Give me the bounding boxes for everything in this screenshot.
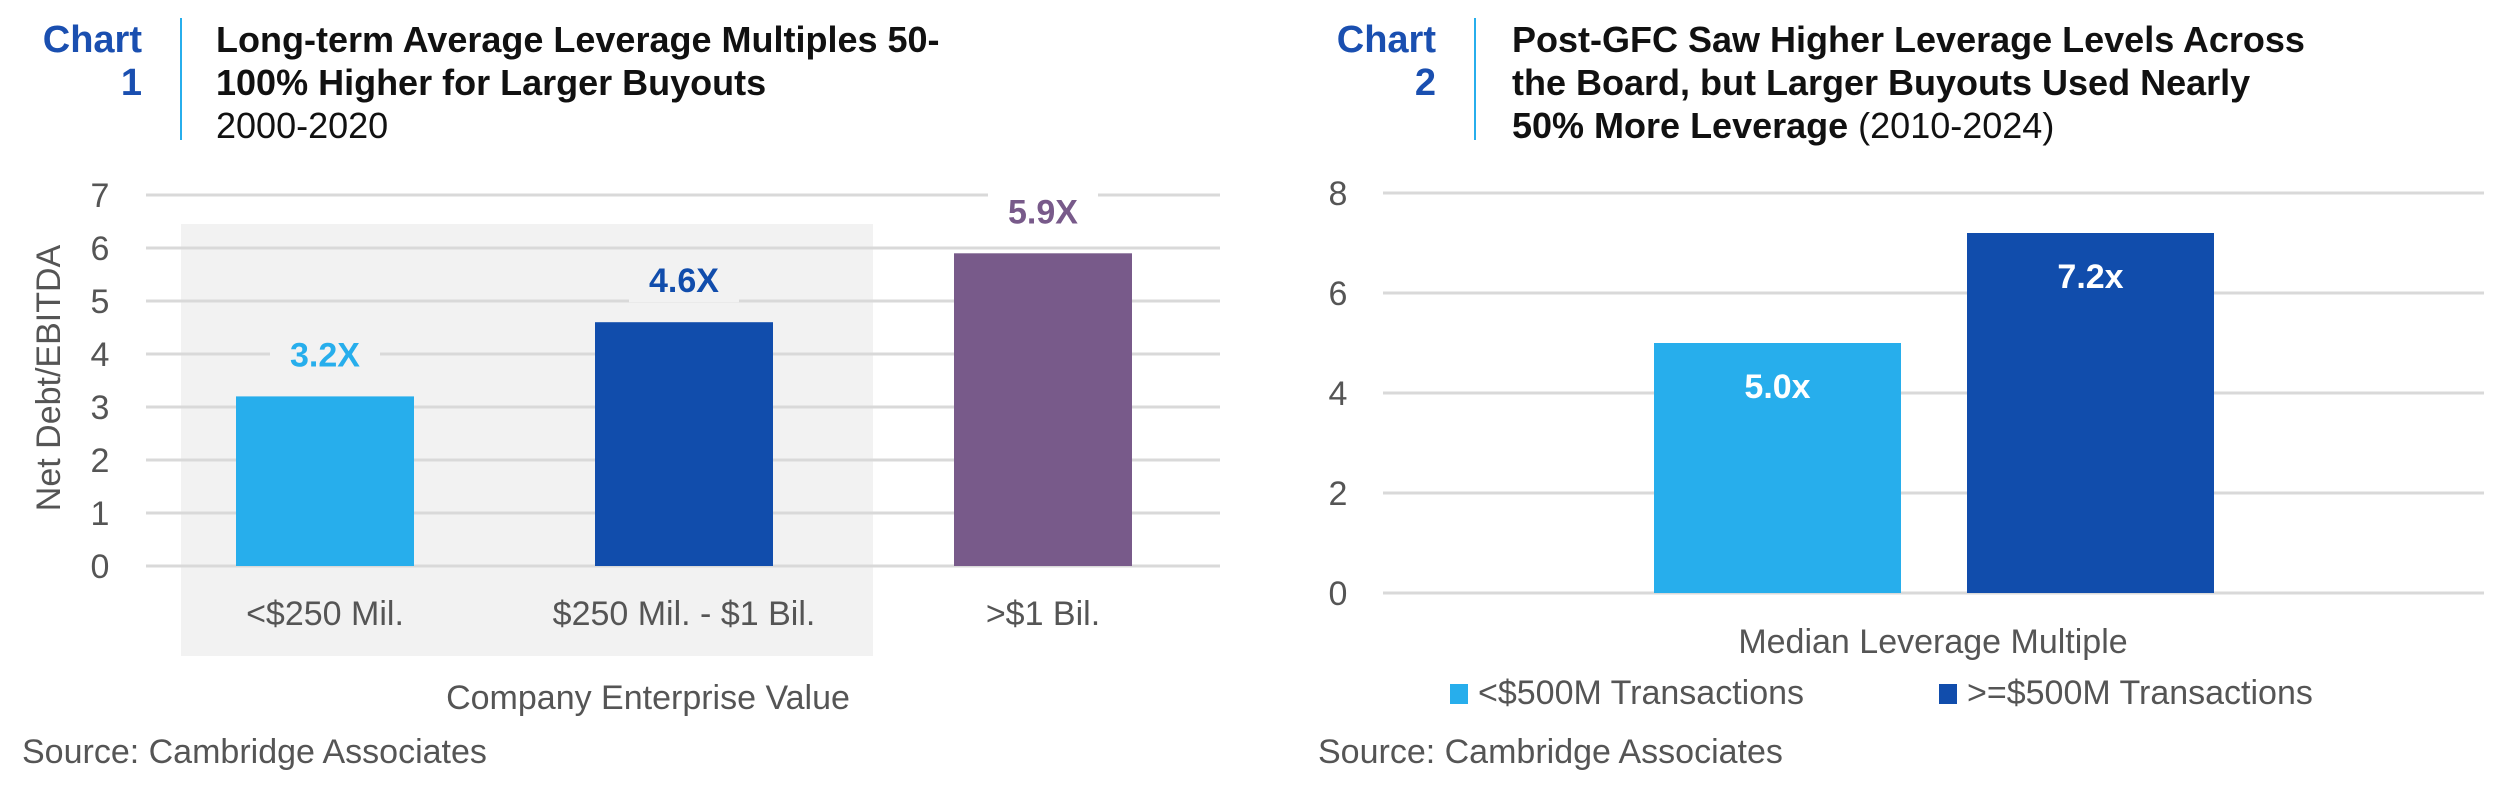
bar: [1967, 233, 2214, 593]
chart1-title-line1: Long-term Average Leverage Multiples 50-: [216, 19, 940, 60]
legend-swatch-small: [1450, 684, 1468, 704]
chart2-title-line3: 50% More Leverage (2010-2024): [1512, 105, 2054, 146]
y-tick-label: 3: [91, 389, 110, 427]
chart1-source: Source: Cambridge Associates: [22, 733, 487, 771]
chart1-number: 1: [121, 62, 142, 104]
legend-swatch-large: [1939, 684, 1957, 704]
chart1-x-axis-title: Company Enterprise Value: [446, 679, 850, 717]
chart2-title-line3-bold: 50% More Leverage: [1512, 105, 1848, 146]
legend-label-small: <$500M Transactions: [1478, 674, 1804, 712]
y-tick-label: 4: [1329, 375, 1348, 413]
chart2-subtitle: (2010-2024): [1858, 105, 2054, 146]
chart2-category-label: Median Leverage Multiple: [1738, 623, 2127, 661]
bar: [595, 322, 773, 566]
data-label: 5.0x: [1744, 368, 1810, 406]
y-tick-label: 6: [1329, 275, 1348, 313]
y-tick-label: 6: [91, 230, 110, 268]
data-label: 5.9X: [1008, 193, 1078, 231]
chart1-label: Chart: [43, 19, 143, 61]
y-tick-label: 0: [1329, 575, 1348, 613]
chart2-source: Source: Cambridge Associates: [1318, 733, 1783, 771]
y-tick-label: 7: [91, 177, 110, 215]
chart1-y-axis-title: Net Debt/EBITDA: [30, 244, 68, 511]
chart2-legend: <$500M Transactions >=$500M Transactions: [1450, 674, 2313, 712]
chart1-subtitle: 2000-2020: [216, 105, 388, 146]
y-tick-label: 2: [1329, 475, 1348, 513]
chart2-plot: 0 2 4 6 8 5.0x 7.2x: [1329, 175, 2484, 613]
data-label: 7.2x: [2057, 258, 2123, 296]
chart2-number: 2: [1415, 62, 1436, 104]
data-label-bg: [988, 193, 1098, 234]
x-tick-label: >$1 Bil.: [986, 595, 1100, 633]
data-label-bg: [629, 262, 739, 303]
chart1-header: Chart 1 Long-term Average Leverage Multi…: [43, 18, 940, 146]
y-tick-label: 2: [91, 442, 110, 480]
chart2-title-line2: the Board, but Larger Buyouts Used Nearl…: [1512, 62, 2250, 103]
chart2-title-line1: Post-GFC Saw Higher Leverage Levels Acro…: [1512, 19, 2305, 60]
y-tick-label: 8: [1329, 175, 1348, 213]
legend-label-large: >=$500M Transactions: [1967, 674, 2313, 712]
y-tick-label: 4: [91, 336, 110, 374]
y-tick-label: 1: [91, 495, 110, 533]
y-tick-label: 0: [91, 548, 110, 586]
data-label: 4.6X: [649, 262, 719, 300]
data-label: 3.2X: [290, 336, 360, 374]
x-tick-label: <$250 Mil.: [246, 595, 404, 633]
y-tick-label: 5: [91, 283, 110, 321]
chart1-plot: 0 1 2 3 4 5 6 7 3.2X <$250 Mil. 4.6X $250 Mil. - $1…: [91, 177, 1220, 656]
bar: [236, 396, 414, 566]
chart1-title-line2: 100% Higher for Larger Buyouts: [216, 62, 766, 103]
chart2-label: Chart: [1337, 19, 1437, 61]
bar: [1654, 343, 1901, 593]
chart2-header: Chart 2 Post-GFC Saw Higher Leverage Lev…: [1337, 18, 2305, 146]
bar: [954, 253, 1132, 567]
x-tick-label: $250 Mil. - $1 Bil.: [553, 595, 816, 633]
data-label-bg: [270, 336, 380, 377]
